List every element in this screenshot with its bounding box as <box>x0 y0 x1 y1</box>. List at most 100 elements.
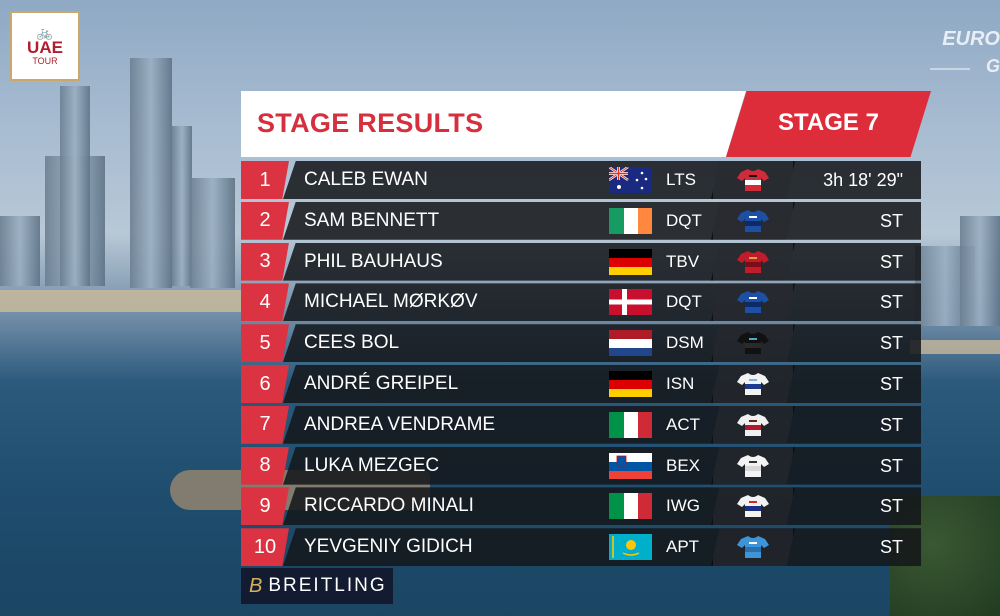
rank-cell: 8 <box>241 446 289 485</box>
row-body: PHIL BAUHAUS TBV ST <box>283 242 921 281</box>
table-row: 6 ANDRÉ GREIPEL ISN ST <box>241 365 921 403</box>
broadcaster-logo: EURO G <box>930 28 1000 76</box>
rider-name: LUKA MEZGEC <box>304 454 440 476</box>
jersey-cell <box>711 324 795 363</box>
table-row: 7 ANDREA VENDRAME ACT ST <box>241 405 921 444</box>
building <box>190 178 235 288</box>
row-body: RICCARDO MINALI IWG ST <box>283 487 921 526</box>
team-code: TBV <box>666 251 700 271</box>
table-row: 10 YEVGENIY GIDICH APT ST <box>241 528 921 567</box>
bahrain-victorious-jersey <box>737 250 769 274</box>
kazakhstan-flag <box>609 534 652 561</box>
rank-cell: 2 <box>241 201 289 240</box>
finish-time: ST <box>879 496 903 517</box>
row-body: LUKA MEZGEC BEX ST <box>283 446 921 485</box>
denmark-flag <box>609 289 652 316</box>
rank-cell: 10 <box>241 528 289 567</box>
team-bikeexchange-jersey <box>737 454 769 478</box>
rank-cell: 7 <box>241 405 289 444</box>
team-code: DQT <box>666 292 702 312</box>
table-row: 4 MICHAEL MØRKØV DQT ST <box>241 283 921 322</box>
stage-label: STAGE 7 <box>778 109 879 136</box>
italy-flag <box>609 411 652 438</box>
deceuninck-quickstep-jersey <box>737 290 769 314</box>
team-code: APT <box>666 537 700 557</box>
row-body: CALEB EWAN LTS 3h 18' 29" <box>283 161 921 199</box>
ireland-flag <box>609 207 652 234</box>
table-row: 3 PHIL BAUHAUS TBV ST <box>241 242 921 281</box>
table-row: 8 LUKA MEZGEC BEX ST <box>241 446 921 485</box>
ag2r-citroen-jersey <box>737 413 769 437</box>
row-body: MICHAEL MØRKØV DQT ST <box>283 283 921 322</box>
finish-time: ST <box>879 537 903 558</box>
rank-cell: 1 <box>241 161 289 199</box>
jersey-cell <box>711 242 795 281</box>
rank-cell: 5 <box>241 324 289 363</box>
team-code: ACT <box>666 414 700 434</box>
rank-cell: 9 <box>241 487 289 526</box>
lotto-soudal-jersey <box>737 168 769 192</box>
rank-cell: 3 <box>241 242 289 281</box>
finish-time: ST <box>879 374 903 394</box>
rider-name: CEES BOL <box>304 332 400 354</box>
netherlands-flag <box>609 330 652 357</box>
rider-name: YEVGENIY GIDICH <box>304 536 473 558</box>
jersey-cell <box>711 405 795 444</box>
table-row: 1 CALEB EWAN LTS 3h 18' 29" <box>241 161 921 199</box>
shoreline <box>910 340 1000 354</box>
shoreline <box>0 290 250 312</box>
sponsor-badge: B BREITLING <box>241 568 393 604</box>
rider-name: SAM BENNETT <box>304 209 440 231</box>
team-code: ISN <box>666 374 695 393</box>
team-code: DSM <box>666 333 704 353</box>
sponsor-text: BREITLING <box>268 575 387 596</box>
row-body: SAM BENNETT DQT ST <box>283 201 921 240</box>
page-title: STAGE RESULTS <box>257 108 484 138</box>
row-body: ANDRÉ GREIPEL ISN ST <box>283 365 921 403</box>
rank-cell: 4 <box>241 283 289 322</box>
team-dsm-jersey <box>737 331 769 355</box>
building <box>60 86 90 286</box>
building <box>960 216 1000 326</box>
intermarche-wanty-jersey <box>737 494 769 518</box>
finish-time: ST <box>879 333 903 354</box>
header-title-panel: STAGE RESULTS <box>241 91 746 157</box>
jersey-cell <box>711 528 795 567</box>
uae-tour-logo: 🚲 UAE TOUR <box>10 11 80 81</box>
slovenia-flag <box>609 452 652 479</box>
finish-time: 3h 18' 29" <box>823 170 903 190</box>
team-code: IWG <box>666 496 700 516</box>
team-code: LTS <box>666 170 696 189</box>
jersey-cell <box>711 161 795 199</box>
building <box>172 126 192 286</box>
astana-premier-tech-jersey <box>737 535 769 559</box>
results-header: STAGE RESULTS STAGE 7 <box>241 91 931 157</box>
jersey-cell <box>711 446 795 485</box>
israel-startup-nation-jersey <box>737 372 769 396</box>
germany-flag <box>609 371 652 397</box>
finish-time: ST <box>879 251 903 272</box>
rider-name: PHIL BAUHAUS <box>304 250 443 272</box>
building <box>0 216 40 286</box>
deceuninck-quickstep-jersey <box>737 209 769 233</box>
jersey-cell <box>711 365 795 403</box>
bicycle-icon: 🚲 <box>36 25 54 40</box>
breitling-logo-icon: B <box>249 574 263 597</box>
rider-name: CALEB EWAN <box>304 169 428 190</box>
broadcaster-sub: G <box>985 56 1000 76</box>
table-row: 2 SAM BENNETT DQT ST <box>241 201 921 240</box>
rider-name: ANDRÉ GREIPEL <box>304 373 459 394</box>
italy-flag <box>609 493 652 520</box>
row-body: CEES BOL DSM ST <box>283 324 921 363</box>
building <box>130 58 172 288</box>
row-body: ANDREA VENDRAME ACT ST <box>283 405 921 444</box>
rider-name: MICHAEL MØRKØV <box>304 291 478 313</box>
divider <box>930 68 970 70</box>
jersey-cell <box>711 283 795 322</box>
team-code: DQT <box>666 210 702 230</box>
rank-cell: 6 <box>241 365 289 403</box>
finish-time: ST <box>879 292 903 313</box>
header-stage-panel: STAGE 7 <box>726 91 931 157</box>
table-row: 5 CEES BOL DSM ST <box>241 324 921 363</box>
row-body: YEVGENIY GIDICH APT ST <box>283 528 921 567</box>
